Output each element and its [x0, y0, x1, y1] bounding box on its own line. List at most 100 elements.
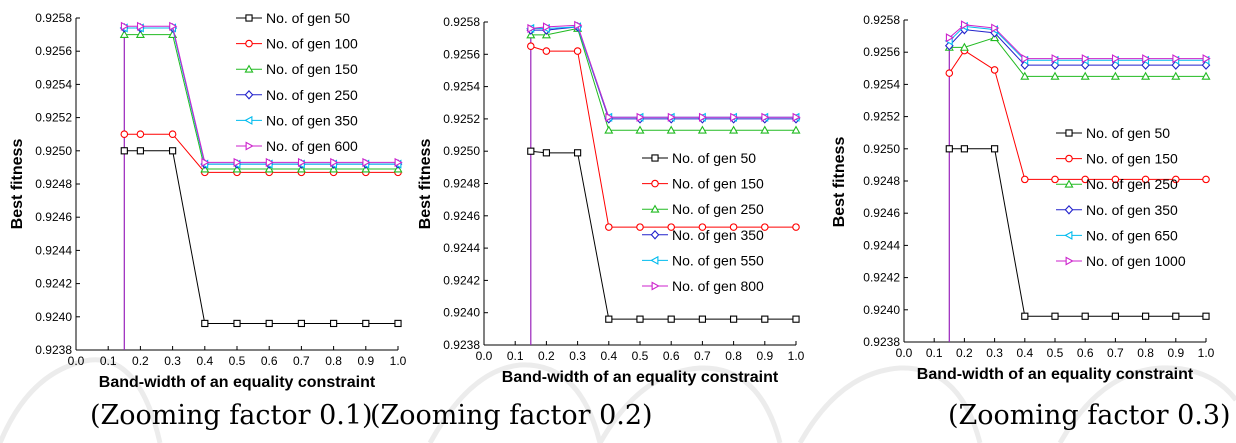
data-point	[119, 29, 129, 39]
data-point	[698, 223, 707, 231]
data-point	[297, 319, 306, 328]
series-no-of-gen-150	[119, 29, 403, 173]
data-point	[1111, 54, 1121, 64]
series-line	[530, 24, 796, 118]
data-point	[120, 130, 129, 138]
y-tick-label: 0.9250	[35, 144, 72, 158]
legend-entry: No. of gen 800	[642, 278, 764, 294]
x-tick-label: 0.2	[956, 346, 973, 360]
legend-entry: No. of gen 50	[642, 150, 756, 166]
data-point	[1051, 175, 1059, 184]
data-point	[960, 145, 969, 153]
y-tick-label: 0.9252	[35, 111, 72, 125]
x-tick-label: 0.5	[632, 349, 649, 363]
x-axis-label: Band-width of an equality constraint	[502, 369, 779, 386]
legend-marker	[1065, 256, 1074, 266]
series-line	[124, 27, 398, 165]
x-tick-label: 0.9	[1167, 346, 1184, 360]
legend-entry: No. of gen 1000	[1056, 253, 1186, 269]
y-tick-label: 0.9240	[35, 310, 72, 324]
chart-panel-zoom-0-2: 0.9238 0.9240 0.9242 0.9244 0.9246 0.9248 0.92…	[370, 0, 824, 443]
data-point	[1201, 71, 1211, 80]
legend-label: No. of gen 350	[672, 227, 764, 243]
legend-marker	[651, 179, 659, 188]
data-point	[792, 112, 801, 122]
data-point	[667, 112, 676, 122]
data-point	[394, 157, 403, 167]
y-tick-label: 0.9248	[863, 174, 900, 188]
data-point	[698, 315, 707, 323]
data-point	[168, 147, 177, 155]
legend-marker	[651, 154, 659, 162]
x-tick-label: 0.6	[261, 354, 278, 368]
data-point	[635, 125, 645, 134]
data-point	[1141, 175, 1150, 184]
series-no-of-gen-250	[944, 32, 1211, 80]
series-line	[948, 49, 1206, 180]
x-tick-label: 0.4	[196, 354, 213, 368]
y-tick-label: 0.9240	[863, 303, 900, 317]
x-tick-label: 0.4	[600, 349, 617, 363]
legend-entry: No. of gen 50	[1056, 125, 1170, 141]
series-line	[949, 148, 1206, 317]
data-point	[527, 23, 536, 33]
data-point	[605, 315, 613, 323]
data-point	[636, 112, 645, 122]
series-no-of-gen-600	[120, 21, 403, 167]
legend-marker	[651, 281, 660, 291]
x-tick-label: 0.4	[1016, 346, 1033, 360]
data-point	[1021, 175, 1029, 184]
y-tick-label: 0.9242	[863, 271, 900, 285]
data-point	[990, 145, 999, 153]
data-point	[136, 21, 146, 31]
data-point	[761, 112, 770, 122]
x-tick-label: 0.6	[1077, 346, 1094, 360]
data-point	[1021, 312, 1029, 320]
legend-entry: No. of gen 100	[236, 36, 358, 52]
series-no-of-gen-800	[527, 20, 801, 122]
x-tick-label: 0.6	[663, 349, 680, 363]
data-point	[135, 29, 145, 39]
data-point	[265, 319, 273, 328]
x-tick-label: 0.0	[476, 349, 493, 363]
series-no-of-gen-350	[526, 22, 801, 124]
y-tick-label: 0.9242	[443, 273, 480, 287]
series-no-of-gen-650	[944, 21, 1210, 65]
series-no-of-gen-50	[120, 147, 402, 328]
x-tick-label: 1.0	[390, 354, 407, 368]
x-tick-label: 0.2	[538, 349, 555, 363]
y-tick-label: 0.9258	[863, 13, 900, 27]
data-point	[394, 319, 402, 328]
legend-label: No. of gen 50	[1086, 125, 1170, 141]
data-point	[698, 112, 708, 122]
legend-label: No. of gen 250	[1086, 176, 1178, 192]
data-point	[362, 157, 371, 167]
x-tick-label: 0.3	[164, 354, 181, 368]
legend-entry: No. of gen 250	[236, 87, 358, 103]
y-tick-label: 0.9256	[35, 44, 72, 58]
series-line	[124, 25, 398, 163]
y-tick-label: 0.9258	[443, 15, 480, 29]
legend-label: No. of gen 50	[672, 150, 756, 166]
series-line	[530, 150, 796, 320]
data-point	[265, 157, 274, 167]
legend-entry: No. of gen 600	[236, 138, 358, 154]
data-point	[136, 130, 145, 138]
x-tick-label: 0.1	[507, 349, 524, 363]
data-point	[542, 22, 552, 32]
legend-marker	[244, 90, 254, 100]
y-axis-label: Best fitness	[9, 139, 26, 230]
y-tick-label: 0.9254	[863, 77, 900, 91]
legend-entry: No. of gen 650	[1056, 227, 1178, 243]
y-tick-label: 0.9248	[443, 177, 480, 191]
x-tick-label: 0.1	[100, 354, 117, 368]
data-point	[1080, 71, 1090, 80]
x-tick-label: 0.2	[132, 354, 149, 368]
data-point	[527, 147, 535, 155]
x-tick-label: 0.5	[1047, 346, 1064, 360]
x-axis-label: Band-width of an equality constraint	[917, 366, 1194, 383]
data-point	[1020, 71, 1030, 80]
data-point	[791, 125, 801, 134]
data-point	[1110, 71, 1120, 80]
series-line	[530, 27, 796, 131]
